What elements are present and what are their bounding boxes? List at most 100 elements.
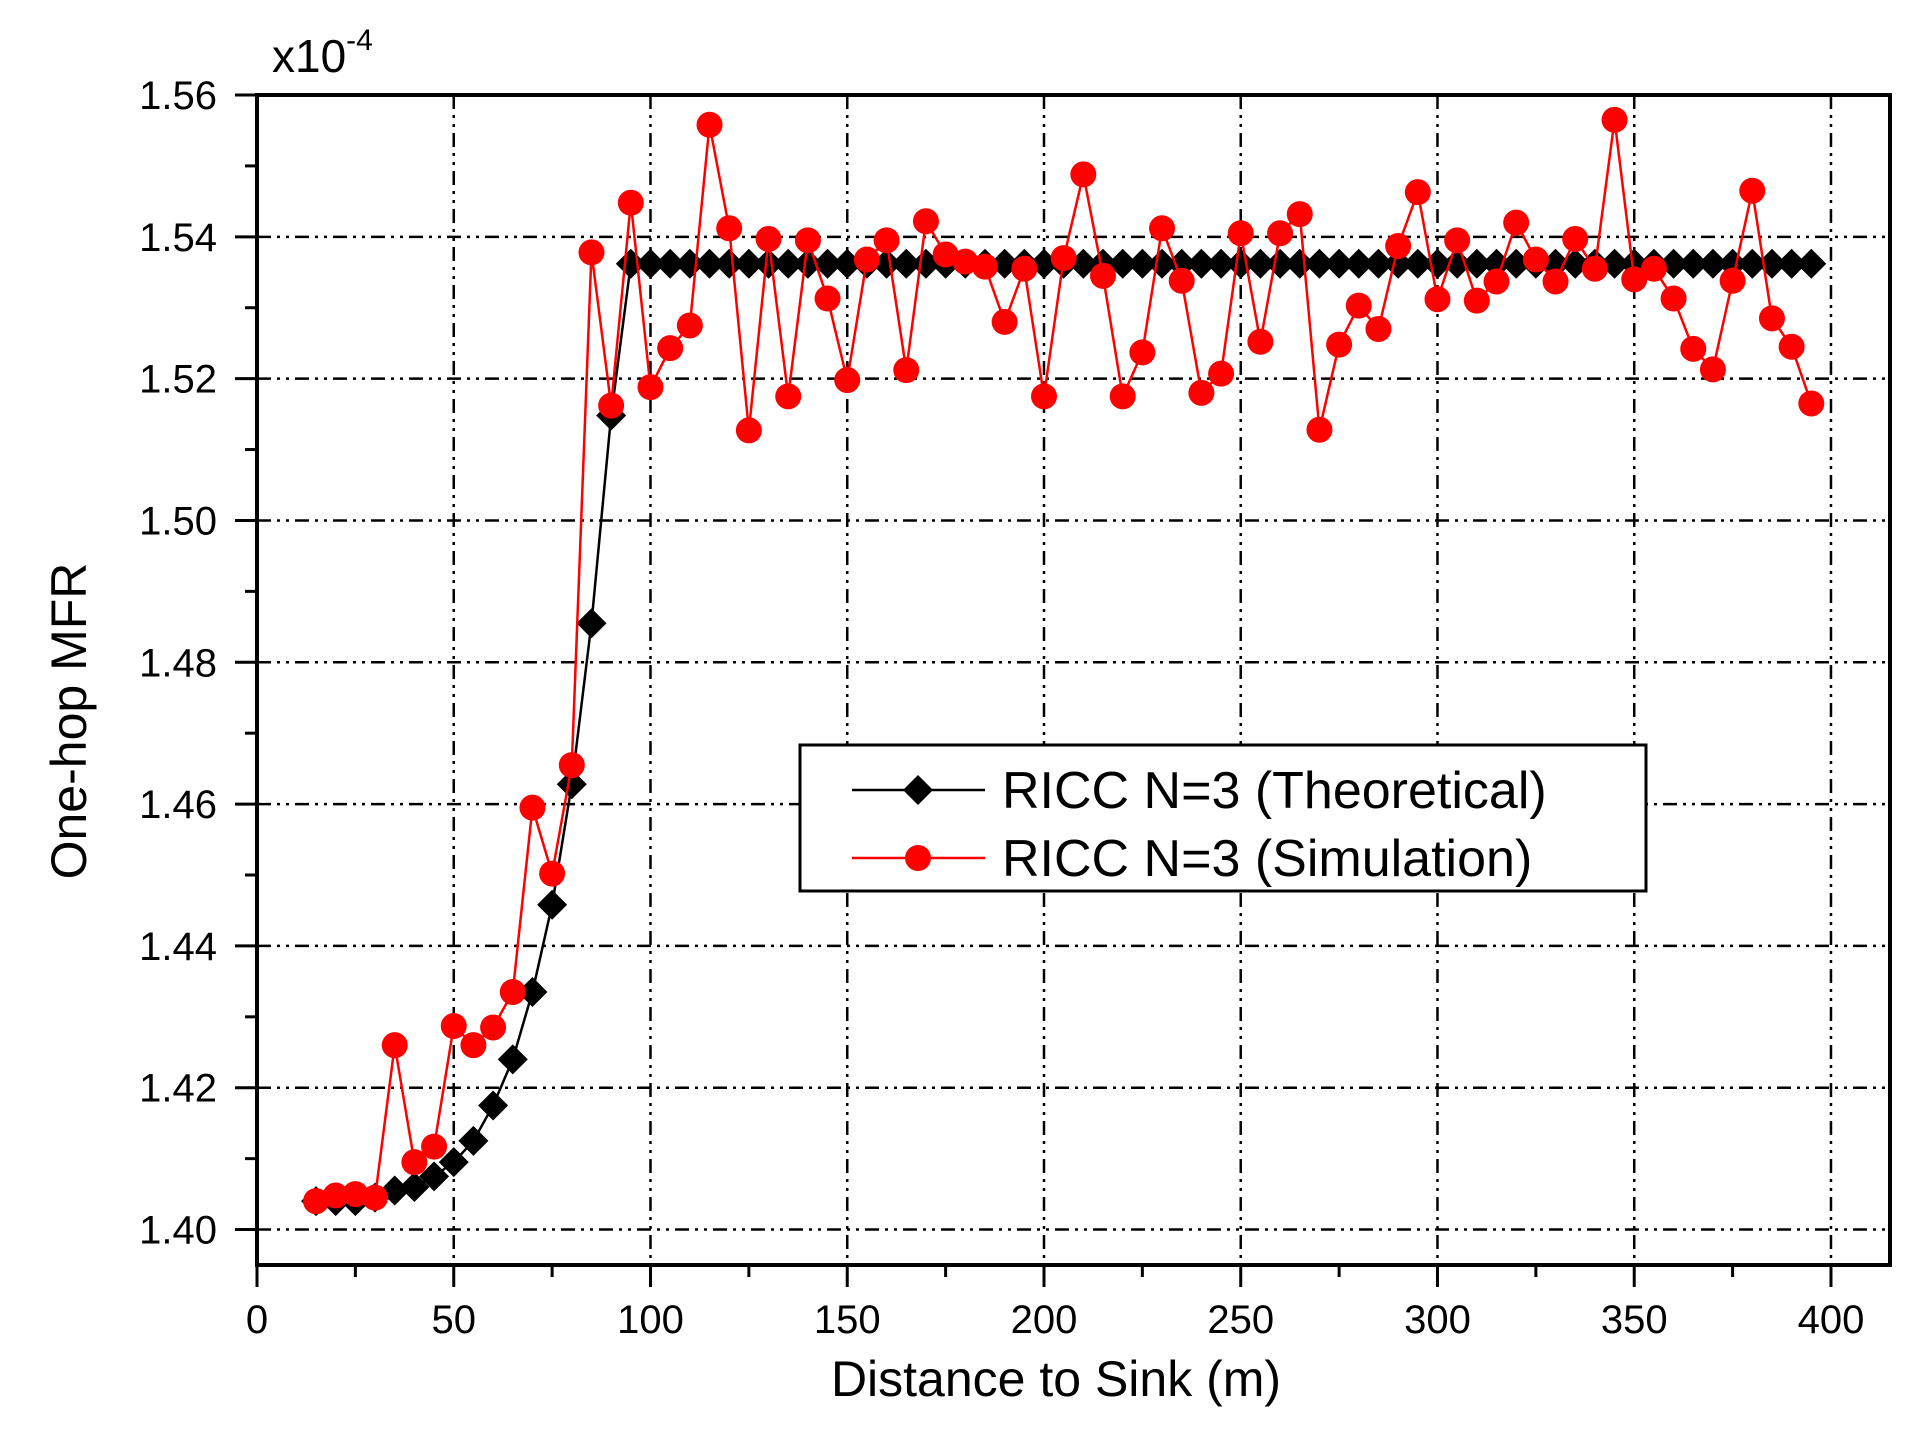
y-axis-title: One-hop MFR [41, 563, 97, 880]
data-point-circle [1483, 268, 1510, 295]
data-point-circle [1798, 390, 1825, 417]
data-point-diamond [556, 769, 587, 800]
y-tick-label: 1.48 [139, 641, 217, 685]
data-point-circle [676, 312, 703, 339]
legend-marker [903, 775, 933, 805]
y-tick-label: 1.54 [139, 216, 217, 260]
data-point-circle [1444, 227, 1471, 254]
data-point-circle [991, 308, 1018, 335]
data-point-circle [1581, 255, 1608, 282]
x-tick-label: 300 [1404, 1298, 1471, 1342]
data-point-diamond [694, 248, 725, 279]
data-point-circle [1030, 383, 1057, 410]
x-tick-label: 250 [1207, 1298, 1274, 1342]
data-point-diamond [1402, 248, 1433, 279]
data-point-circle [1739, 177, 1766, 204]
data-point-diamond [1697, 248, 1728, 279]
plot-frame [255, 93, 1892, 1267]
data-point-circle [1011, 255, 1038, 282]
y-tick-label: 1.50 [139, 499, 217, 543]
data-point-circle [1463, 287, 1490, 314]
series-line [315, 119, 1813, 1203]
data-point-circle [1306, 416, 1333, 443]
data-point-circle [1778, 333, 1805, 360]
y-multiplier-base: x10 [272, 30, 346, 82]
data-point-diamond [753, 248, 784, 279]
data-point-circle [834, 367, 861, 394]
data-point-diamond [1343, 248, 1374, 279]
data-point-diamond [891, 248, 922, 279]
data-point-circle [440, 1013, 467, 1040]
data-point-circle [1326, 331, 1353, 358]
data-point-diamond [576, 608, 607, 639]
y-tick-label: 1.46 [139, 783, 217, 827]
data-point-circle [873, 227, 900, 254]
legend-box [798, 743, 1648, 893]
data-point-diamond [458, 1125, 489, 1156]
data-point-circle [539, 860, 566, 887]
series-layer [301, 106, 1827, 1217]
data-point-circle [519, 794, 546, 821]
data-point-diamond [635, 248, 666, 279]
legend-label: RICC N=3 (Simulation) [1002, 830, 1532, 888]
series-line [316, 262, 1812, 1203]
data-point-diamond [399, 1172, 430, 1202]
data-point-circle [480, 1014, 507, 1041]
data-point-circle [853, 246, 880, 273]
data-point-circle [716, 215, 743, 242]
data-point-circle [637, 374, 664, 401]
y-multiplier-exponent: -4 [346, 24, 373, 57]
data-point-circle [952, 248, 979, 275]
data-point-circle [598, 392, 625, 419]
x-tick-label: 200 [1011, 1298, 1078, 1342]
data-point-circle [1385, 233, 1412, 260]
data-point-circle [1365, 316, 1392, 342]
data-point-diamond [792, 248, 823, 279]
data-point-circle [322, 1182, 349, 1209]
data-point-circle [1719, 267, 1746, 294]
data-point-circle [1247, 328, 1274, 355]
x-tick-label: 50 [431, 1298, 476, 1342]
data-point-circle [303, 1188, 330, 1215]
data-point-circle [1050, 245, 1077, 272]
y-tick-label: 1.40 [139, 1209, 217, 1253]
data-point-circle [1149, 215, 1176, 242]
legend-marker [905, 845, 931, 871]
data-point-circle [1267, 220, 1294, 247]
data-point-circle [1680, 335, 1707, 362]
data-point-circle [1109, 383, 1136, 410]
data-point-circle [1758, 305, 1785, 332]
data-point-diamond [1737, 248, 1768, 279]
data-point-circle [1621, 266, 1648, 293]
data-point-circle [1522, 246, 1549, 273]
legend-entry: RICC N=3 (Simulation) [852, 830, 1532, 888]
legend-entry: RICC N=3 (Theoretical) [852, 762, 1547, 820]
data-point-circle [499, 979, 526, 1005]
data-point-circle [1168, 267, 1195, 294]
x-tick-label: 350 [1601, 1298, 1668, 1342]
x-tick-label: 100 [617, 1298, 684, 1342]
data-point-circle [1699, 356, 1726, 383]
series-0 [301, 248, 1827, 1217]
x-tick-label: 400 [1798, 1298, 1865, 1342]
data-point-diamond [419, 1161, 450, 1192]
data-point-diamond [773, 248, 804, 279]
data-point-circle [1227, 220, 1254, 247]
data-point-diamond [1363, 248, 1394, 279]
data-point-circle [657, 335, 684, 362]
data-point-circle [1286, 201, 1313, 228]
data-point-diamond [1324, 248, 1355, 279]
data-point-diamond [812, 248, 843, 279]
data-point-diamond [438, 1147, 469, 1178]
data-point-circle [578, 239, 605, 266]
data-point-diamond [1127, 248, 1158, 279]
data-point-circle [1640, 255, 1667, 282]
data-point-circle [362, 1184, 389, 1211]
data-point-circle [1542, 268, 1569, 295]
data-point-circle [1208, 360, 1235, 387]
y-multiplier: x10-4 [272, 24, 373, 82]
x-axis: 0 50 100 150 200 250 300 350 400 [246, 1265, 1864, 1342]
data-point-diamond [733, 248, 764, 279]
data-point-diamond [1206, 248, 1237, 279]
